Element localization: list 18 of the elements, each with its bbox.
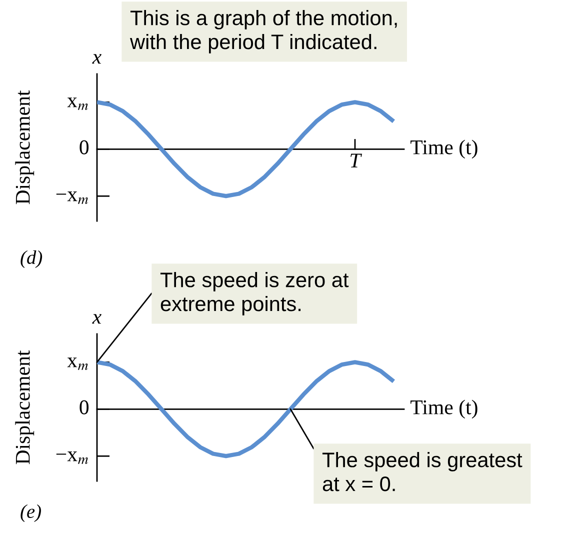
- text: 0: [80, 400, 89, 414]
- text: x: [92, 54, 102, 64]
- annotation: The speed is greatest at x = 0.: [322, 452, 522, 492]
- text: (d): [20, 250, 42, 268]
- x-axis-title: Time (t): [410, 140, 478, 159]
- text: x$_{m}$: [67, 98, 88, 110]
- text: −x$_{m}$: [56, 452, 88, 464]
- text: −x$_{m}$: [56, 192, 88, 204]
- annotation: T: [350, 154, 362, 168]
- text: x$_{m}$: [67, 358, 88, 370]
- x-axis-title: Time (t): [410, 400, 478, 419]
- text: This is a graph of the motion, with the period T indicated.: [130, 10, 397, 54]
- text: The speed is zero at extreme points.: [160, 272, 349, 316]
- text: (e): [20, 504, 41, 522]
- y-axis-title: Displacement: [15, 90, 34, 204]
- text: x: [92, 314, 102, 324]
- text: 0: [80, 140, 89, 154]
- y-axis-title: Displacement: [15, 350, 34, 464]
